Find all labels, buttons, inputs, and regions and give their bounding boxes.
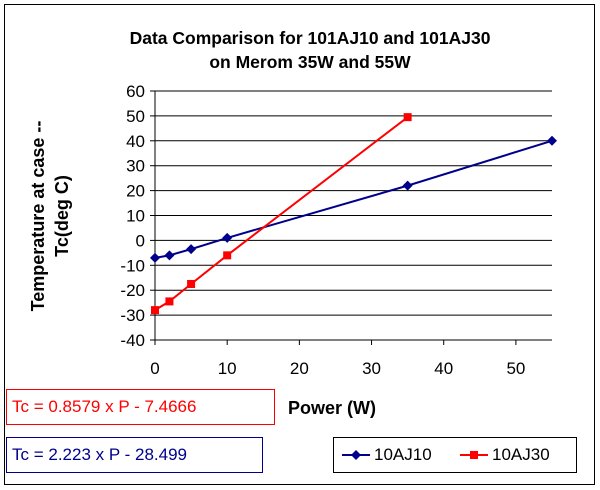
y-tick-label-5: 10	[126, 207, 145, 226]
x-tick-label-1: 10	[218, 359, 237, 378]
chart-title-line2: on Merom 35W and 55W	[209, 52, 411, 72]
legend-label-series-1: 10AJ10	[374, 445, 432, 464]
y-tick-label-0: -40	[120, 331, 145, 350]
series-2-point-2	[187, 279, 196, 288]
series-2-point-3	[223, 251, 232, 260]
y-tick-label-3: -10	[120, 256, 145, 275]
x-tick-label-5: 50	[506, 359, 525, 378]
equation-red: Tc = 0.8579 x P - 7.4666	[6, 389, 275, 425]
legend-label-series-2: 10AJ30	[492, 445, 550, 464]
y-tick-label-2: -20	[120, 281, 145, 300]
y-tick-label-8: 40	[126, 132, 145, 151]
series-1-point-3	[222, 232, 233, 243]
x-tick-label-0: 0	[150, 359, 159, 378]
series-2-point-4	[403, 113, 412, 122]
series-1-point-1	[164, 250, 175, 261]
series-2-point-0	[151, 306, 159, 315]
chart-title-line1: Data Comparison for 101AJ10 and 101AJ30	[129, 28, 491, 48]
y-tick-label-7: 30	[126, 157, 145, 176]
x-axis-label: Power (W)	[288, 398, 376, 418]
y-tick-label-6: 20	[126, 182, 145, 201]
legend: 10AJ10 10AJ30	[333, 437, 577, 473]
x-tick-label-2: 20	[290, 359, 309, 378]
y-tick-label-10: 60	[126, 82, 145, 101]
series-1-point-2	[186, 244, 197, 255]
y-tick-label-1: -30	[120, 306, 145, 325]
series-2-point-1	[165, 297, 174, 306]
series-1-point-4	[402, 180, 413, 191]
equation-blue: Tc = 2.223 x P - 28.499	[6, 437, 263, 473]
x-tick-label-3: 30	[362, 359, 381, 378]
legend-marker-series-2	[460, 451, 488, 459]
legend-marker-series-1	[342, 450, 370, 460]
series-1-point-0	[150, 252, 160, 263]
y-tick-label-4: 0	[136, 231, 145, 250]
series-1-point-5	[547, 135, 557, 146]
y-tick-label-9: 50	[126, 107, 145, 126]
x-tick-label-4: 40	[434, 359, 453, 378]
